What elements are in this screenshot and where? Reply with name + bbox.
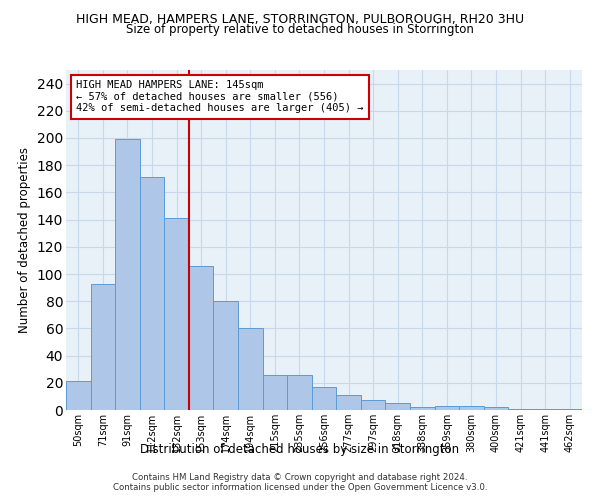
Bar — [336, 395, 361, 410]
Text: Contains HM Land Registry data © Crown copyright and database right 2024.: Contains HM Land Registry data © Crown c… — [132, 472, 468, 482]
Bar — [385, 403, 410, 410]
Bar — [263, 374, 287, 410]
Text: Distribution of detached houses by size in Storrington: Distribution of detached houses by size … — [140, 442, 460, 456]
Bar — [91, 284, 115, 410]
Bar — [508, 408, 533, 410]
Bar — [459, 406, 484, 410]
Bar — [410, 408, 434, 410]
Text: HIGH MEAD, HAMPERS LANE, STORRINGTON, PULBOROUGH, RH20 3HU: HIGH MEAD, HAMPERS LANE, STORRINGTON, PU… — [76, 12, 524, 26]
Bar — [214, 301, 238, 410]
Bar — [140, 178, 164, 410]
Bar — [115, 140, 140, 410]
Bar — [361, 400, 385, 410]
Text: Size of property relative to detached houses in Storrington: Size of property relative to detached ho… — [126, 24, 474, 36]
Bar — [238, 328, 263, 410]
Bar — [164, 218, 189, 410]
Bar — [189, 266, 214, 410]
Bar — [312, 387, 336, 410]
Bar — [533, 408, 557, 410]
Bar — [557, 408, 582, 410]
Bar — [66, 382, 91, 410]
Y-axis label: Number of detached properties: Number of detached properties — [18, 147, 31, 333]
Bar — [287, 374, 312, 410]
Bar — [484, 408, 508, 410]
Bar — [434, 406, 459, 410]
Text: HIGH MEAD HAMPERS LANE: 145sqm
← 57% of detached houses are smaller (556)
42% of: HIGH MEAD HAMPERS LANE: 145sqm ← 57% of … — [76, 80, 364, 114]
Text: Contains public sector information licensed under the Open Government Licence v3: Contains public sector information licen… — [113, 482, 487, 492]
